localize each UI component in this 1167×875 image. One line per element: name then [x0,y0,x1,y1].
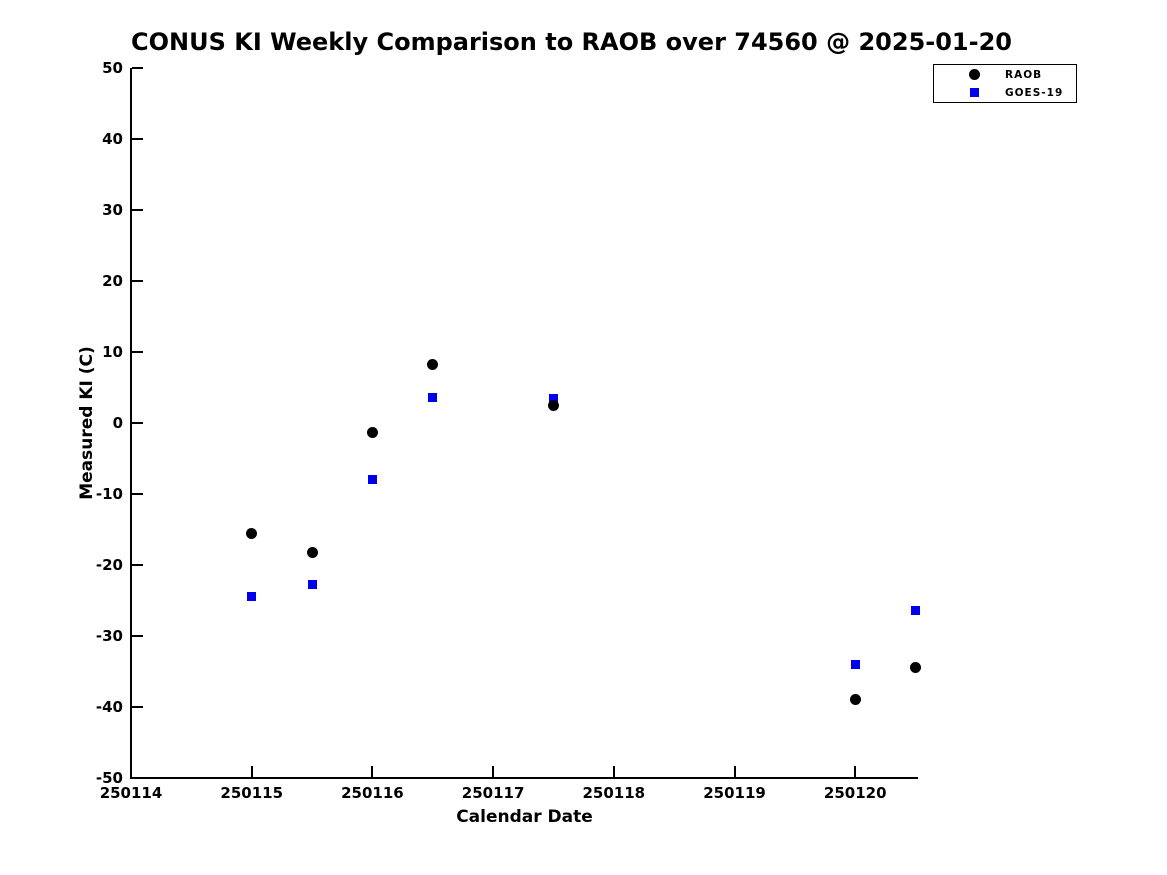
y-tick-label: 20 [102,272,123,290]
raob-point [366,426,378,438]
legend-label: GOES-19 [1005,86,1064,99]
legend-swatch [967,88,981,97]
x-tick-label: 250115 [220,784,284,802]
y-tick-label: -20 [95,556,123,574]
y-tick-label: -10 [95,485,123,503]
y-tick [132,280,143,282]
legend-swatch [967,69,981,80]
goes19-point [850,659,860,669]
x-tick-label: 250114 [99,784,163,802]
y-tick [132,706,143,708]
goes19-point [548,393,558,403]
goes19-point [367,475,377,485]
y-tick-label: 40 [102,130,123,148]
x-tick-label: 250120 [823,784,887,802]
y-tick-label: 50 [102,59,123,77]
goes19-point [911,605,921,615]
x-axis-spine [130,777,918,779]
x-tick-label: 250119 [703,784,766,802]
x-tick [733,766,736,777]
y-tick [132,564,143,566]
x-tick-label: 250117 [461,784,525,802]
y-tick-label: 30 [102,201,123,219]
legend-item-goes19: GOES-19 [934,84,1076,102]
x-tick [612,766,615,777]
y-tick [132,209,143,211]
y-tick-label: -30 [95,627,123,645]
y-tick [132,777,143,779]
legend-label: RAOB [1005,68,1043,81]
raob-point [910,661,922,673]
x-tick [371,766,374,777]
x-tick [130,766,132,777]
x-tick [854,766,857,777]
raob-point [246,527,258,539]
chart-title: CONUS KI Weekly Comparison to RAOB over … [131,28,1012,56]
raob-point [427,358,439,370]
raob-marker-icon [968,69,980,80]
raob-point [849,694,861,706]
x-tick [492,766,495,777]
x-axis-label: Calendar Date [456,807,593,827]
y-tick [132,351,143,353]
plot-area: Calendar Date 50 40 30 20 10 0 -10 -20 -30 -40 -50… [96,59,922,827]
legend: RAOB GOES-19 [933,64,1077,103]
y-axis-spine [130,68,132,779]
goes19-point [307,580,317,590]
y-tick [132,422,143,424]
goes19-marker-icon [969,88,979,97]
y-tick-label: 10 [102,343,123,361]
x-tick-label: 250116 [341,784,404,802]
y-tick [132,67,143,69]
raob-point [306,547,318,559]
y-tick-label: -50 [95,769,123,787]
goes19-point [247,592,257,602]
x-tick [250,766,253,777]
y-tick-label: -40 [95,698,123,716]
goes19-point [428,392,438,402]
y-tick-label: 0 [112,414,123,432]
raob-point [547,400,559,412]
y-axis-label: Measured KI (C) [77,346,97,500]
legend-item-raob: RAOB [934,66,1076,84]
x-tick-label: 250118 [582,784,646,802]
y-tick [132,138,143,140]
y-tick [132,635,143,637]
y-tick [132,493,143,495]
